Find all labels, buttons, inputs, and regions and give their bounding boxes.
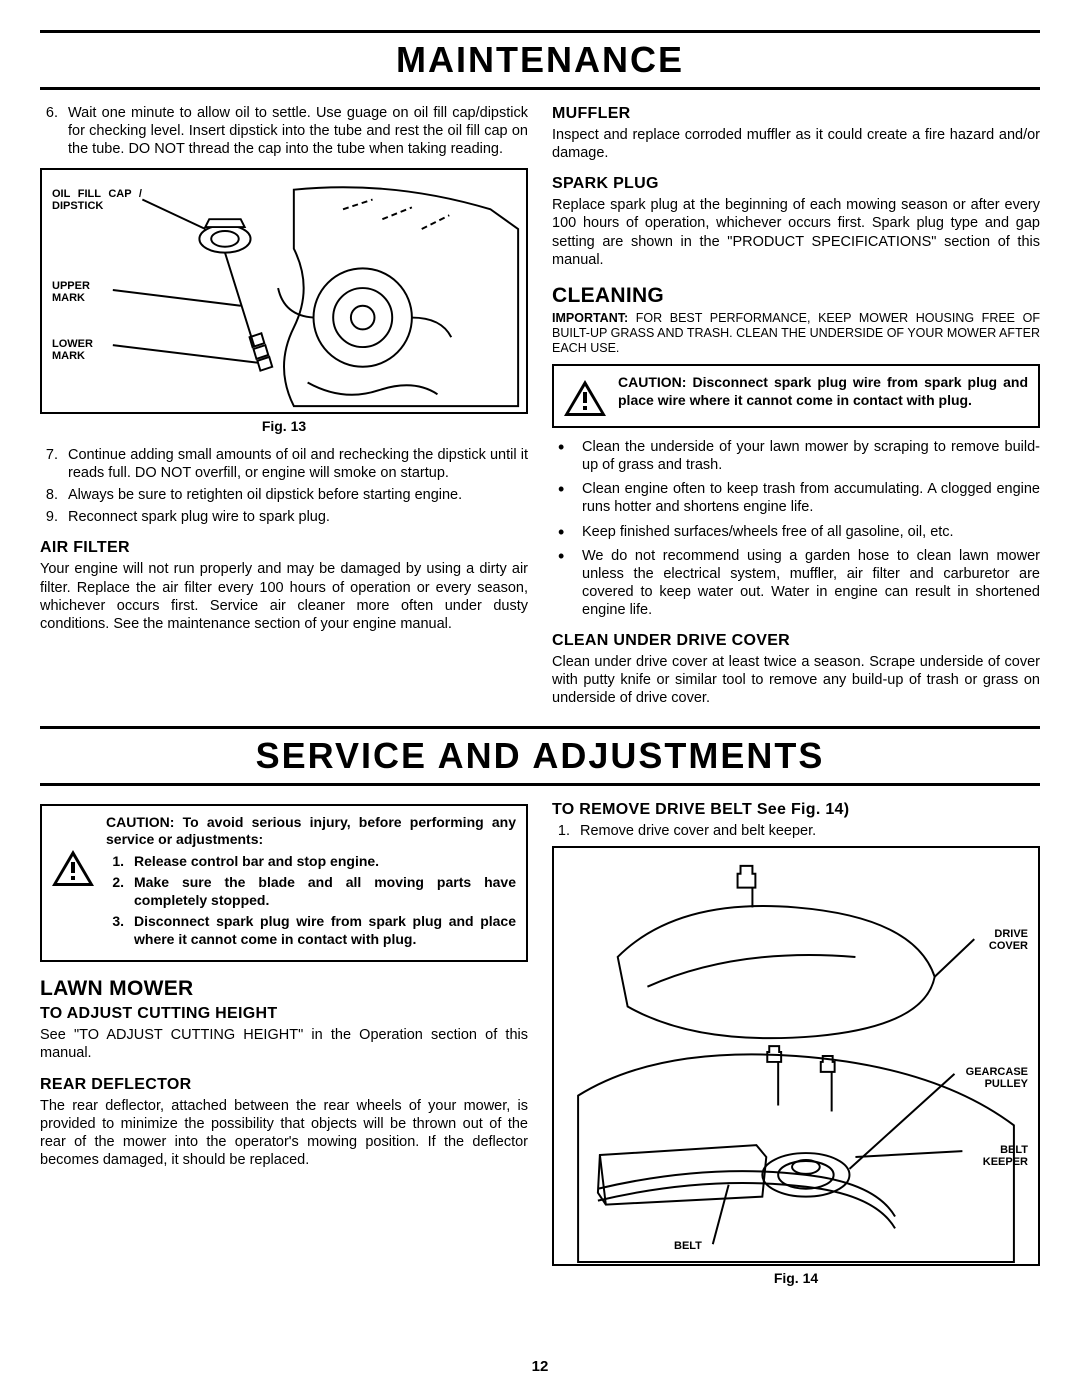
remove-step-1: 1. Remove drive cover and belt keeper. [552,822,1040,840]
page-number: 12 [532,1358,549,1375]
figure-13: OIL FILL CAP / DIPSTICK UPPER MARK LOWER… [40,168,528,414]
cleaning-heading: CLEANING [552,283,1040,309]
fig14-label-belt-keeper: BELT KEEPER [972,1144,1028,1168]
caution-step-1: 1. Release control bar and stop engine. [106,853,516,871]
warning-icon [50,848,96,888]
rear-deflector-text: The rear deflector, attached between the… [40,1097,528,1170]
cleaning-bullet-2: Clean engine often to keep trash from ac… [552,480,1040,516]
cleaning-bullet-1: Clean the underside of your lawn mower b… [552,438,1040,474]
service-right-col: TO REMOVE DRIVE BELT See Fig. 14) 1. Rem… [552,800,1040,1288]
maintenance-right-col: MUFFLER Inspect and replace corroded muf… [552,104,1040,708]
cleaning-bullet-4: We do not recommend using a garden hose … [552,547,1040,620]
remove-belt-heading: TO REMOVE DRIVE BELT See Fig. 14) [552,800,1040,820]
caution-step-3: 3. Disconnect spark plug wire from spark… [106,913,516,948]
lawn-mower-heading: LAWN MOWER [40,976,528,1002]
sparkplug-heading: SPARK PLUG [552,174,1040,194]
service-title-bar: SERVICE AND ADJUSTMENTS [40,726,1040,786]
air-filter-text: Your engine will not run properly and ma… [40,560,528,633]
fig13-label-oilfill: OIL FILL CAP / DIPSTICK [52,188,142,212]
maintenance-title-bar: MAINTENANCE [40,30,1040,90]
caution-step-2: 2. Make sure the blade and all moving pa… [106,874,516,909]
step-7: 7. Continue adding small amounts of oil … [40,446,528,482]
service-columns: CAUTION: To avoid serious injury, before… [40,800,1040,1288]
cleaning-bullets: Clean the underside of your lawn mower b… [552,438,1040,619]
step-9: 9. Reconnect spark plug wire to spark pl… [40,508,528,526]
step-8: 8. Always be sure to retighten oil dipst… [40,486,528,504]
fig14-svg [554,848,1038,1264]
figure-14: DRIVE COVER GEARCASE PULLEY BELT KEEPER … [552,846,1040,1266]
step-6: 6. Wait one minute to allow oil to settl… [40,104,528,158]
cleaning-caution-box: CAUTION: Disconnect spark plug wire from… [552,364,1040,428]
adjust-height-heading: TO ADJUST CUTTING HEIGHT [40,1004,528,1024]
sparkplug-text: Replace spark plug at the beginning of e… [552,196,1040,269]
service-caution-lead: CAUTION: To avoid serious injury, before… [106,814,516,849]
muffler-text: Inspect and replace corroded muffler as … [552,126,1040,162]
cleaning-important: IMPORTANT: FOR BEST PERFORMANCE, KEEP MO… [552,311,1040,356]
fig13-label-upper: UPPER MARK [52,280,112,304]
cleaning-bullet-3: Keep finished surfaces/wheels free of al… [552,523,1040,541]
fig14-label-drive-cover: DRIVE COVER [978,928,1028,952]
maintenance-title: MAINTENANCE [40,39,1040,81]
fig14-caption: Fig. 14 [552,1270,1040,1288]
maintenance-columns: 6. Wait one minute to allow oil to settl… [40,104,1040,708]
air-filter-heading: AIR FILTER [40,538,528,558]
service-caution-box: CAUTION: To avoid serious injury, before… [40,804,528,963]
muffler-heading: MUFFLER [552,104,1040,124]
rear-deflector-heading: REAR DEFLECTOR [40,1075,528,1095]
service-left-col: CAUTION: To avoid serious injury, before… [40,800,528,1288]
service-caution-inner: CAUTION: To avoid serious injury, before… [106,814,516,953]
fig14-label-gearcase: GEARCASE PULLEY [958,1066,1028,1090]
fig13-caption: Fig. 13 [40,418,528,436]
clean-under-heading: CLEAN UNDER DRIVE COVER [552,631,1040,651]
service-title: SERVICE AND ADJUSTMENTS [40,735,1040,777]
clean-under-text: Clean under drive cover at least twice a… [552,653,1040,707]
fig14-label-belt: BELT [674,1240,702,1252]
maintenance-left-col: 6. Wait one minute to allow oil to settl… [40,104,528,708]
adjust-height-text: See "TO ADJUST CUTTING HEIGHT" in the Op… [40,1026,528,1062]
warning-icon [562,378,608,418]
cleaning-caution-text: CAUTION: Disconnect spark plug wire from… [618,374,1028,409]
fig13-label-lower: LOWER MARK [52,338,112,362]
